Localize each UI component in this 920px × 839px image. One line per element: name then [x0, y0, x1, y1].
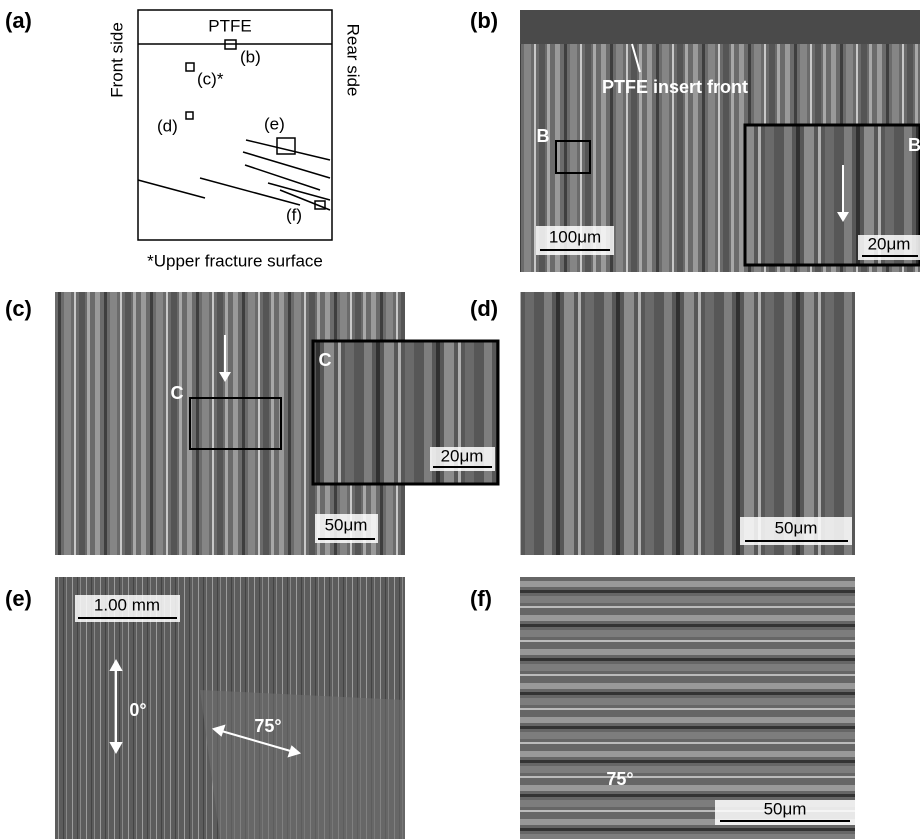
- angle-label: 75°: [606, 769, 633, 789]
- scale-bar: 1.00 mm: [94, 595, 160, 614]
- diagram-label: Front side: [107, 22, 126, 98]
- page: (a) (b) (c) (d) (e) (f) PTFE Front side …: [0, 0, 920, 839]
- inset-label: B: [908, 135, 920, 155]
- footnote: *Upper fracture surface: [147, 251, 323, 270]
- diagram-label: Rear side: [344, 24, 363, 97]
- ptfe-region: [520, 10, 920, 44]
- scale-bar: 50μm: [764, 799, 807, 818]
- panel-label: (d): [470, 296, 498, 321]
- inset-label: C: [319, 350, 332, 370]
- location-label: (f): [286, 205, 302, 224]
- ply-region: [200, 690, 405, 839]
- region-label: B: [537, 126, 550, 146]
- location-label: (d): [157, 116, 178, 135]
- region-label: C: [171, 383, 184, 403]
- panel-label: (b): [470, 8, 498, 33]
- diagram-label: PTFE: [208, 16, 251, 35]
- panel-label: (e): [5, 586, 32, 611]
- scale-bar: 20μm: [868, 234, 911, 253]
- figure: (a) (b) (c) (d) (e) (f) PTFE Front side …: [0, 0, 920, 839]
- location-label: (e): [264, 114, 285, 133]
- scale-bar: 20μm: [441, 446, 484, 465]
- location-label: (b): [240, 47, 261, 66]
- panel-label: (a): [5, 8, 32, 33]
- scale-bar: 50μm: [775, 518, 818, 537]
- annotation: PTFE insert front: [602, 77, 748, 97]
- angle-label: 0°: [129, 700, 146, 720]
- angle-label: 75°: [254, 716, 281, 736]
- scale-bar: 100μm: [549, 227, 601, 246]
- location-label: (c)*: [197, 69, 224, 88]
- panel-label: (f): [470, 586, 492, 611]
- panel-label: (c): [5, 296, 32, 321]
- sem-image: [520, 292, 855, 555]
- scale-bar: 50μm: [325, 515, 368, 534]
